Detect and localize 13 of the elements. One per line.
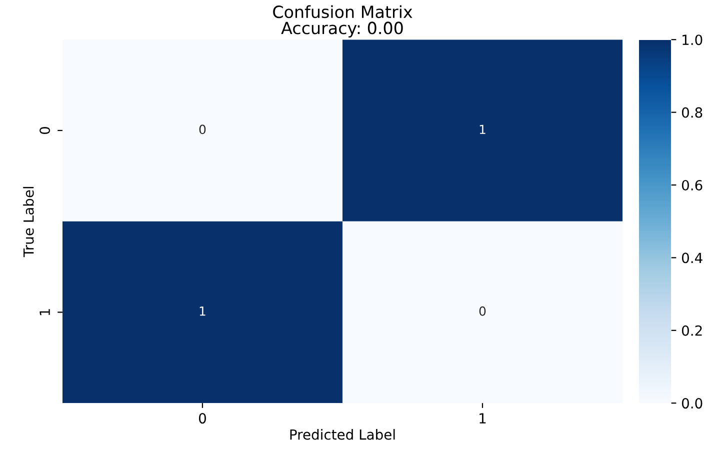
data-label: 0	[199, 124, 206, 134]
chart-title: Confusion Matrix Accuracy: 0.00	[273, 5, 412, 38]
data-label: 0	[479, 306, 486, 316]
data-label: 1	[200, 306, 206, 316]
data-label: 1	[480, 124, 486, 134]
color-bar-label: 0.0	[682, 398, 702, 409]
color-bar-label: 0.8	[682, 107, 702, 118]
color-bar-label: 0.6	[682, 180, 702, 190]
color-bar-label: 0.2	[682, 325, 702, 336]
y-axis-title: True Label	[23, 186, 34, 258]
x-axis-title: Predicted Label	[290, 429, 395, 440]
color-bar-label: 0.4	[682, 252, 702, 264]
color-bar-label: 1.0	[682, 34, 702, 46]
